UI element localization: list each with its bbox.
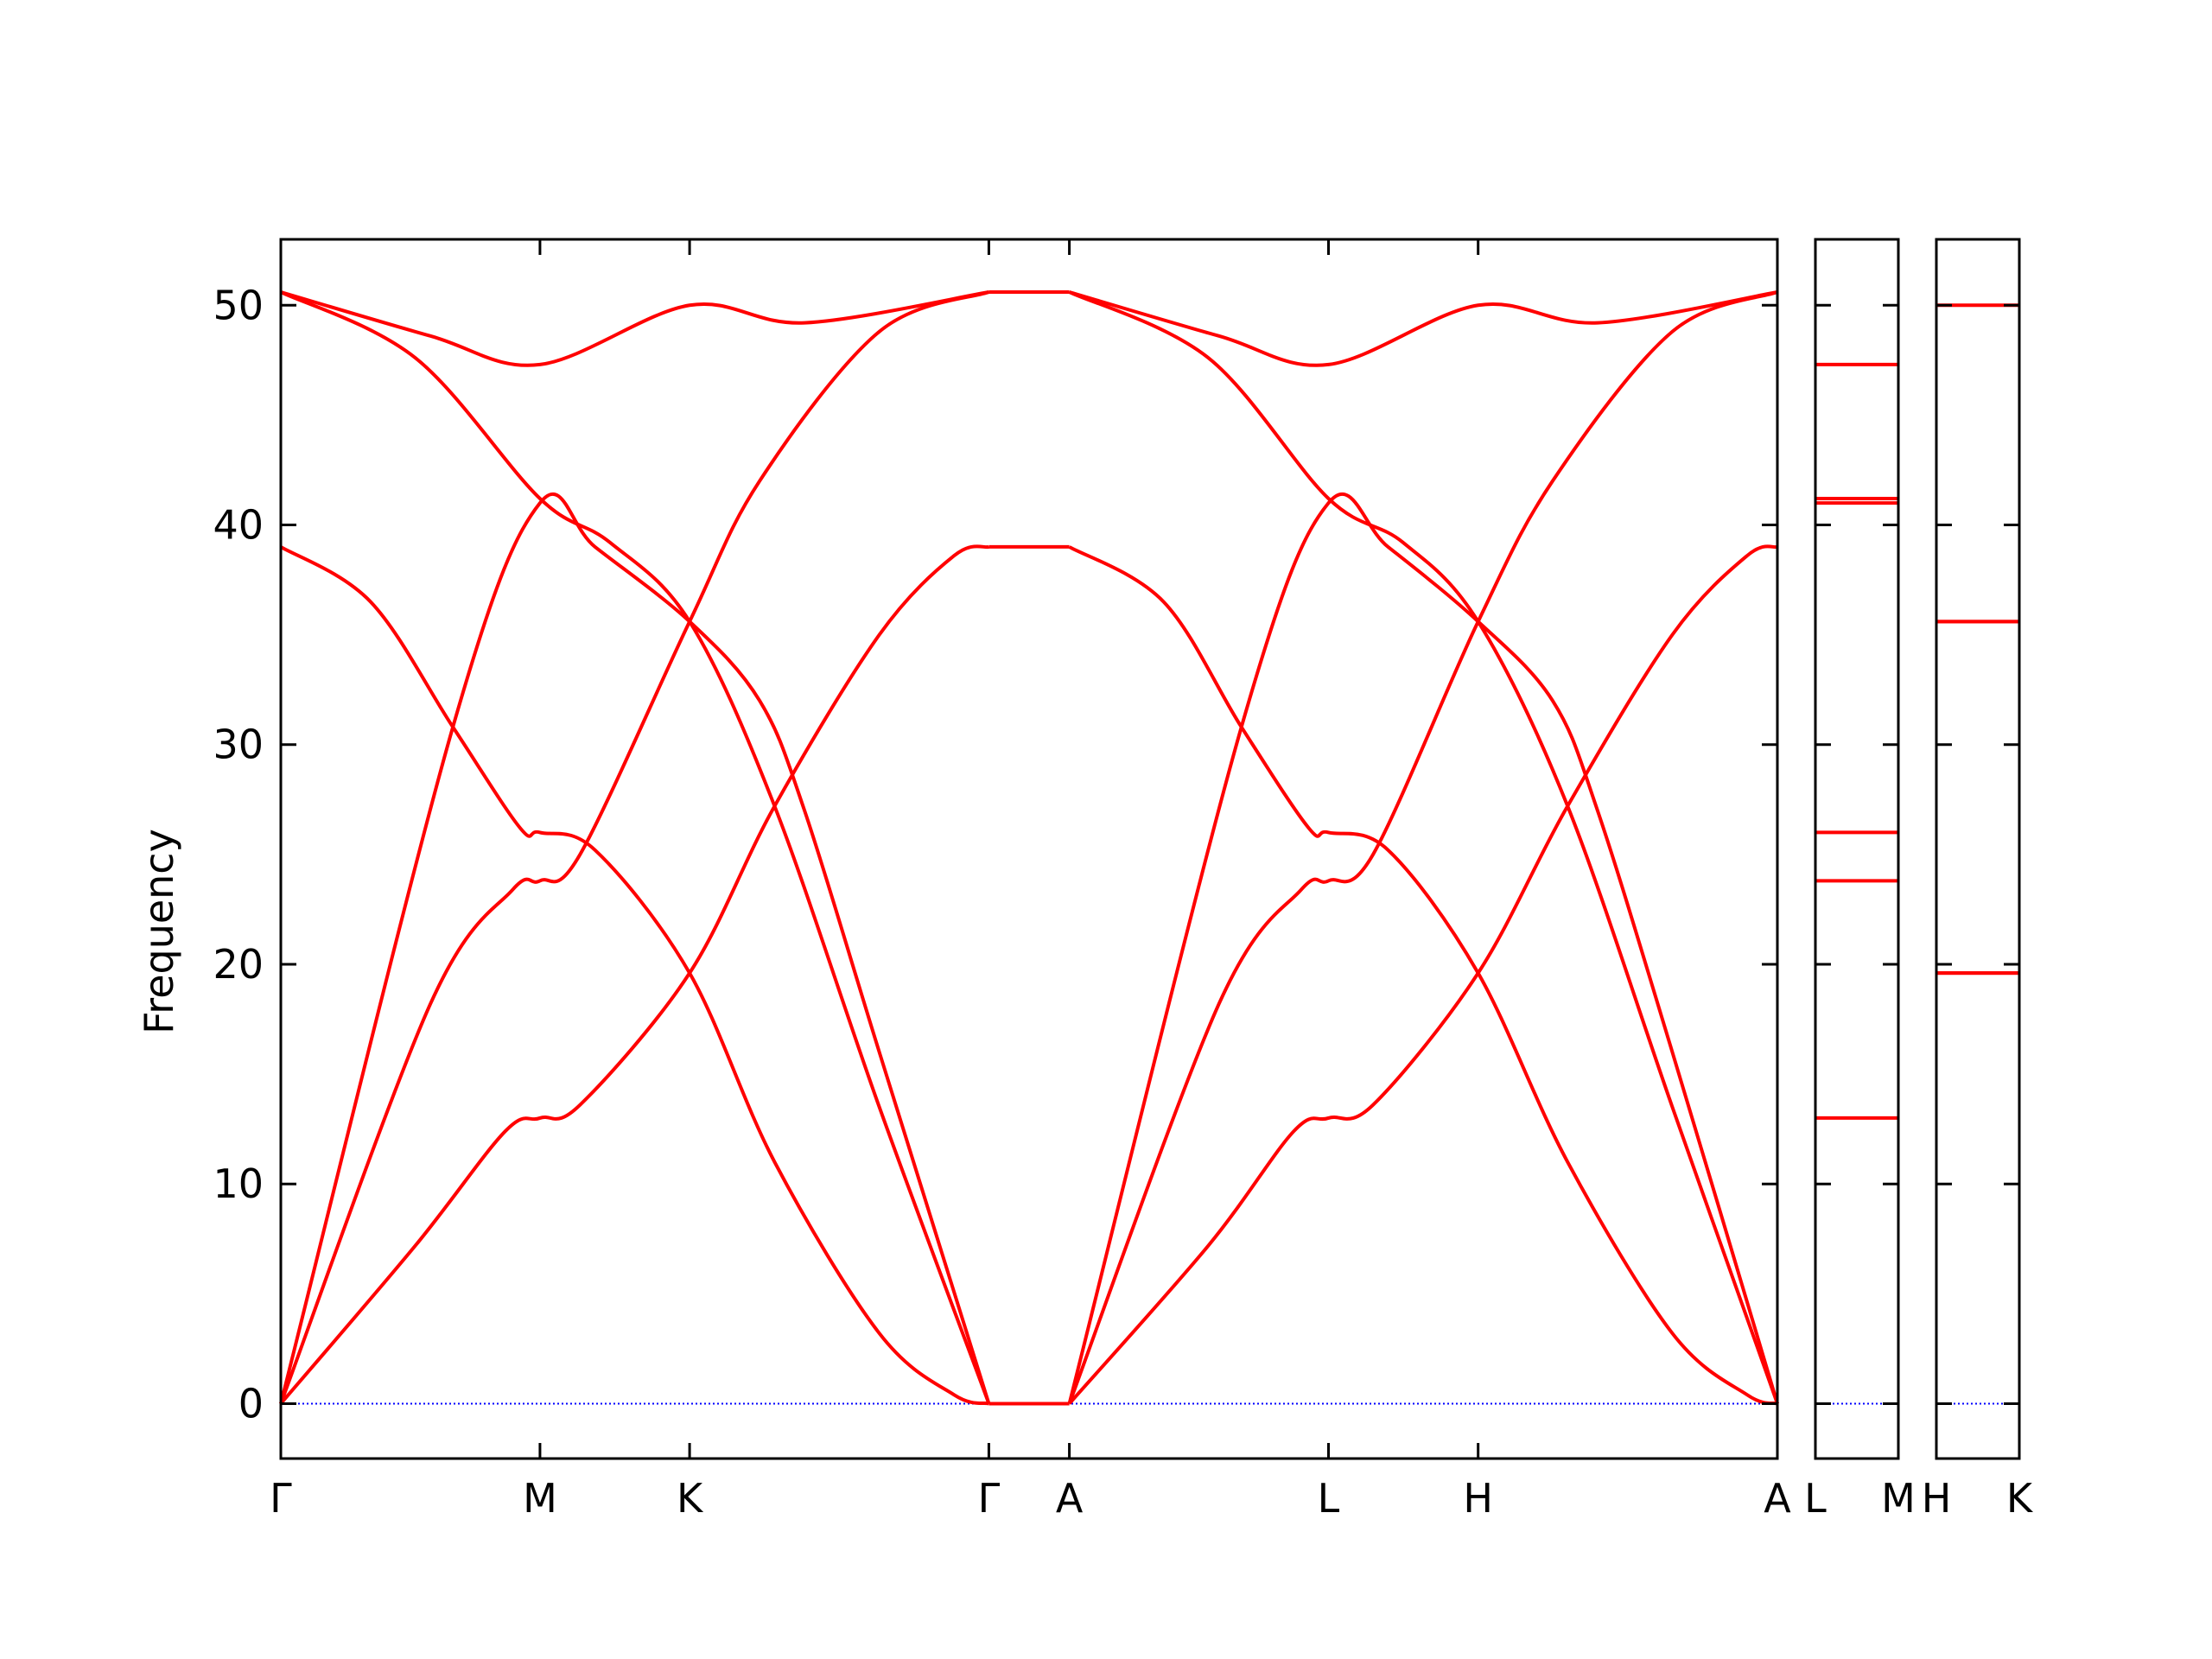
x-tick-label: L	[1318, 1475, 1340, 1522]
band-line-4	[279, 545, 989, 1406]
y-tick-label: 0	[238, 1380, 264, 1427]
x-tick-label: H	[1922, 1475, 1952, 1522]
band-line-5	[280, 290, 991, 1405]
x-tick-label: A	[1764, 1475, 1791, 1522]
band-line-15	[1069, 290, 1778, 367]
panel-frame	[1814, 238, 1900, 1460]
y-axis-label: Frequency	[136, 829, 182, 1034]
x-tick-label: K	[2006, 1475, 2034, 1522]
x-tick-label: H	[1463, 1475, 1493, 1522]
band-line-10	[1068, 544, 1778, 1405]
panel-1: 0 10 20 30 40 50 Γ M K Γ A L H A	[213, 238, 1791, 1522]
band-line-1	[279, 544, 989, 1405]
y-tick-label: 20	[213, 941, 264, 988]
panel-frame	[279, 238, 1779, 1460]
band-line-12	[1067, 492, 1779, 1405]
x-tick-label: Γ	[978, 1475, 1001, 1522]
band-line-3	[279, 492, 991, 1405]
x-tick-label: K	[677, 1475, 704, 1522]
x-tick-label: L	[1804, 1475, 1827, 1522]
x-tick-label: M	[1881, 1475, 1916, 1522]
panel-frame	[1935, 238, 2021, 1460]
band-line-2	[279, 290, 990, 1405]
x-tick-label: Γ	[270, 1475, 292, 1522]
band-line-11	[1067, 290, 1778, 1405]
x-tick-label: M	[523, 1475, 557, 1522]
x-tick-label: A	[1056, 1475, 1084, 1522]
y-tick-label: 50	[213, 282, 264, 328]
y-tick-label: 30	[213, 721, 264, 768]
y-tick-label: 40	[213, 502, 264, 549]
band-line-14	[1068, 290, 1779, 1405]
y-tick-label: 10	[213, 1160, 264, 1207]
band-line-6	[280, 290, 989, 367]
band-line-13	[1068, 545, 1778, 1406]
